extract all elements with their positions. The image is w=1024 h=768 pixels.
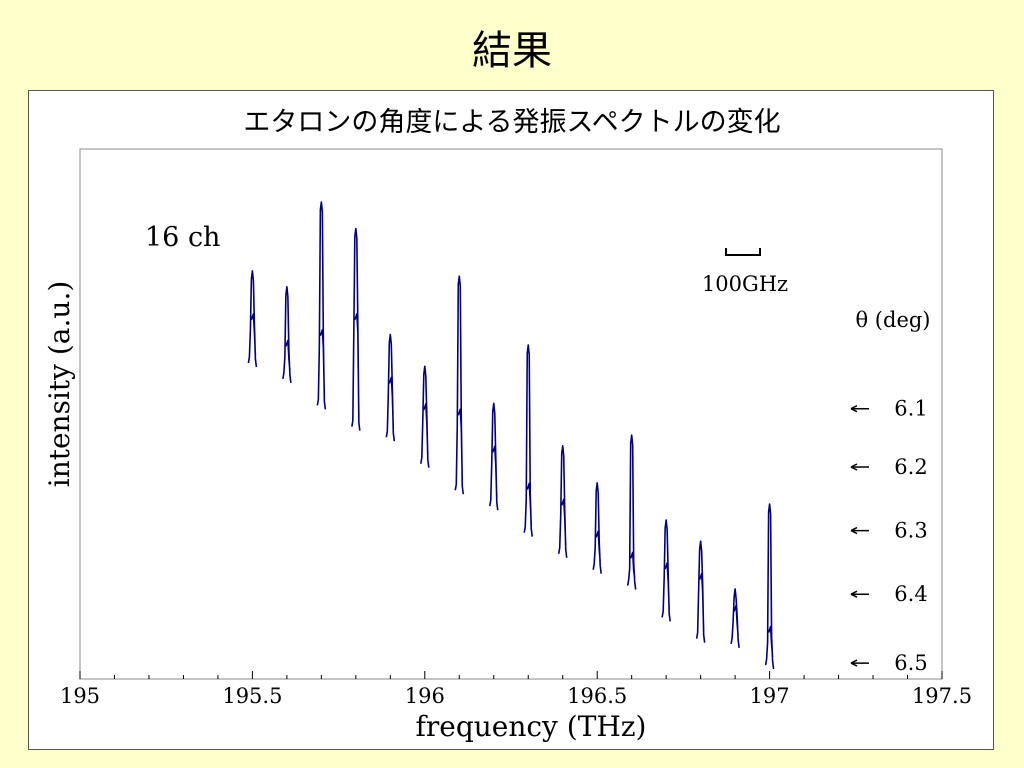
peak-trace bbox=[488, 402, 499, 511]
peak-trace bbox=[626, 434, 637, 590]
angle-markers: 6.1 6.2 6.3 6.4 6.5 bbox=[850, 397, 928, 675]
angle-header: θ (deg) bbox=[855, 308, 930, 332]
left-arrow-icon bbox=[850, 463, 869, 471]
x-tick-label: 197 bbox=[750, 684, 790, 708]
scale-bar bbox=[725, 248, 761, 256]
x-tick-label: 196 bbox=[405, 684, 445, 708]
scale-bar-label: 100GHz bbox=[702, 272, 788, 296]
y-axis-label: intensity (a.u.) bbox=[43, 281, 76, 488]
peak-trace bbox=[454, 275, 465, 495]
peak-trace bbox=[351, 227, 361, 431]
angle-label: 6.2 bbox=[894, 455, 927, 479]
angle-label: 6.3 bbox=[894, 519, 927, 543]
chart-panel: エタロンの角度による発振スペクトルの変化 195 195.5 196 196.5 197… bbox=[28, 90, 994, 750]
peak-traces bbox=[247, 201, 775, 670]
peak-trace bbox=[695, 540, 706, 643]
peak-trace bbox=[282, 286, 292, 383]
left-arrow-icon bbox=[850, 590, 869, 598]
plot-area bbox=[79, 148, 943, 680]
x-tick-label: 195 bbox=[60, 684, 100, 708]
angle-label: 6.1 bbox=[894, 397, 927, 421]
peak-trace bbox=[557, 445, 568, 558]
spectrum-chart: エタロンの角度による発振スペクトルの変化 195 195.5 196 196.5 197… bbox=[43, 107, 972, 743]
left-arrow-icon bbox=[850, 405, 869, 413]
left-arrow-icon bbox=[850, 659, 869, 667]
peak-trace bbox=[523, 344, 534, 537]
peak-trace bbox=[661, 519, 671, 622]
left-arrow-icon bbox=[850, 526, 869, 535]
slide-title: 結果 bbox=[472, 28, 552, 74]
channel-count-label: 16 ch bbox=[145, 222, 220, 253]
chart-title: エタロンの角度による発振スペクトルの変化 bbox=[243, 107, 780, 138]
angle-label: 6.4 bbox=[894, 582, 927, 606]
x-tick-label: 197.5 bbox=[912, 684, 972, 708]
peak-trace bbox=[730, 588, 740, 648]
peak-trace bbox=[592, 482, 602, 574]
peak-trace bbox=[247, 270, 258, 368]
x-axis: 195 195.5 196 196.5 197 197.5 bbox=[60, 671, 972, 708]
peak-trace bbox=[764, 503, 775, 670]
x-tick-label: 195.5 bbox=[222, 684, 282, 708]
x-tick-label: 196.5 bbox=[567, 684, 627, 708]
peak-trace bbox=[385, 333, 396, 442]
angle-label: 6.5 bbox=[894, 651, 927, 675]
peak-trace bbox=[316, 201, 327, 410]
x-axis-label: frequency (THz) bbox=[416, 710, 647, 743]
peak-trace bbox=[420, 365, 430, 468]
